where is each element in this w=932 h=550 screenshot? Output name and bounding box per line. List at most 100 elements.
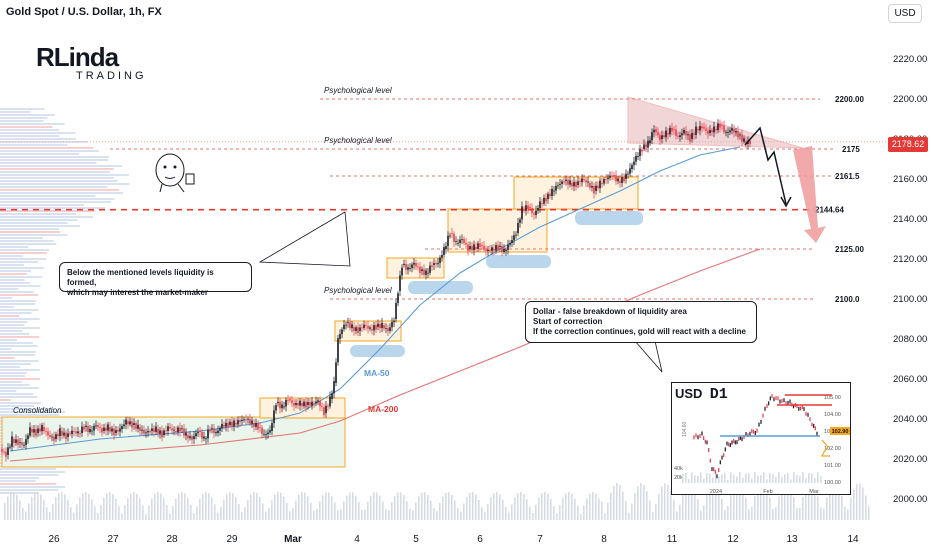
candle-body	[445, 246, 447, 249]
candle-body	[373, 325, 375, 331]
profile-bar	[0, 315, 20, 317]
volume-bar	[529, 506, 531, 520]
volume-bar	[328, 492, 330, 520]
time-tick-label: 12	[727, 534, 739, 545]
inset-candle	[728, 442, 730, 447]
volume-bar	[697, 499, 699, 520]
price-axis[interactable]: 2220.002200.002180.002160.002140.002120.…	[893, 54, 927, 505]
candle-body	[17, 439, 19, 445]
volume-bar	[592, 492, 594, 520]
profile-bar	[0, 309, 39, 311]
inset-forecast-path	[821, 439, 830, 457]
candle-body	[389, 327, 391, 331]
usd-d1-inset-chart: USD D1 105.00104.00103.00102.00101.00100…	[671, 382, 851, 495]
candle-body	[313, 403, 315, 404]
volume-bar	[418, 496, 420, 520]
profile-bar	[0, 270, 32, 272]
volume-bar	[262, 503, 264, 520]
candle-body	[263, 433, 265, 435]
inset-volume-bar	[715, 472, 717, 483]
candle-body	[429, 265, 431, 273]
inset-volume-bar	[706, 473, 708, 483]
time-tick-label: 4	[354, 534, 360, 545]
candle-body	[589, 183, 591, 188]
volume-bar	[160, 493, 162, 520]
candle-body	[375, 325, 377, 330]
candle-body	[537, 208, 539, 211]
candle-body	[657, 132, 659, 136]
inset-candle	[709, 458, 711, 463]
candle-body	[517, 222, 519, 233]
candle-body	[83, 426, 85, 430]
inset-candle	[695, 433, 697, 438]
volume-bar	[157, 492, 159, 520]
candle-body	[121, 426, 123, 429]
forecast-arrowhead	[780, 196, 792, 208]
volume-bar	[172, 506, 174, 520]
volume-bar	[394, 496, 396, 520]
profile-bar	[0, 144, 68, 146]
volume-bar	[523, 494, 525, 520]
candle-body	[737, 131, 739, 138]
profile-bar	[0, 273, 27, 275]
volume-bar	[88, 494, 90, 520]
candle-body	[63, 432, 65, 436]
inset-candle	[716, 474, 718, 479]
profile-bar	[0, 267, 44, 269]
candle-body	[415, 263, 417, 267]
volume-bar	[610, 492, 612, 520]
profile-bar	[0, 408, 56, 410]
candle-body	[105, 427, 107, 431]
candle-body	[303, 401, 305, 407]
profile-bar	[0, 261, 39, 263]
time-axis[interactable]: 26 27 28 29 Mar 4 5 6 7 8 11 12 13 14	[48, 534, 859, 545]
profile-bar	[0, 345, 38, 347]
candle-body	[525, 205, 527, 211]
inset-volume-bar	[808, 473, 810, 483]
candle-body	[285, 399, 287, 407]
callout-pointer	[258, 211, 351, 267]
candle-body	[349, 322, 351, 329]
ma50-label: MA-50	[364, 368, 390, 378]
inset-volume-bar	[778, 472, 780, 483]
volume-bar	[232, 493, 234, 520]
candle-body	[217, 430, 219, 433]
candle-body	[309, 402, 311, 406]
volume-bar	[31, 496, 33, 520]
volume-bar	[778, 496, 780, 520]
volume-bar	[82, 493, 84, 520]
candle-body	[741, 134, 743, 142]
volume-bar	[763, 484, 765, 520]
profile-bar	[0, 342, 34, 344]
profile-bar	[0, 339, 17, 341]
candle-body	[609, 175, 611, 178]
inset-candle	[805, 411, 807, 416]
volume-bar	[841, 496, 843, 520]
inset-candle	[719, 460, 721, 465]
candle-body	[129, 421, 131, 425]
currency-button[interactable]: USD	[888, 4, 922, 23]
profile-bar	[0, 306, 14, 308]
volume-bar	[802, 496, 804, 520]
volume-bar	[862, 487, 864, 520]
inset-candle	[739, 435, 741, 440]
volume-bar	[337, 510, 339, 520]
volume-bar	[103, 497, 105, 520]
volume-bar	[679, 504, 681, 520]
inset-volume-bar	[820, 476, 822, 483]
volume-bar	[229, 492, 231, 520]
volume-bar	[94, 506, 96, 520]
profile-bar	[0, 387, 40, 389]
volume-bar	[208, 493, 210, 520]
volume-bar	[403, 495, 405, 520]
candle-body	[421, 269, 423, 271]
candle-body	[671, 127, 673, 132]
profile-bar	[0, 258, 46, 260]
inset-candle	[703, 436, 705, 440]
volume-bar	[277, 492, 279, 520]
profile-bar	[0, 153, 80, 155]
volume-bar	[40, 494, 42, 520]
price-tick-label: 2040.00	[893, 414, 927, 425]
candle-body	[273, 410, 275, 424]
